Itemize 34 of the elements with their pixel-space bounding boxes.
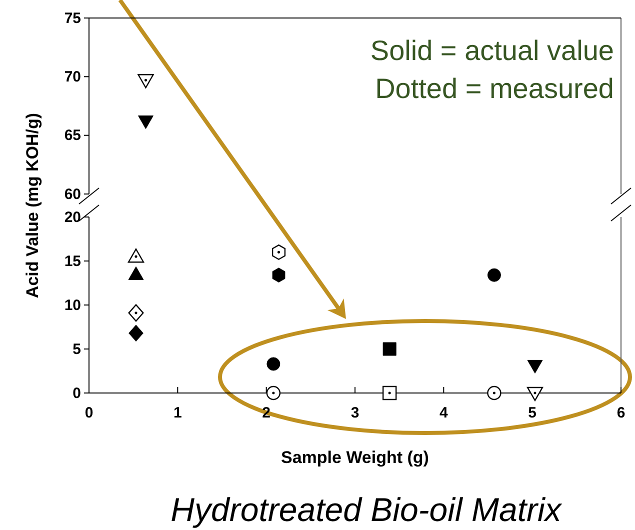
point <box>527 360 543 374</box>
x-tick-label: 0 <box>84 404 94 422</box>
y-tick-label: 70 <box>64 68 81 86</box>
point <box>128 304 144 322</box>
point <box>487 268 501 282</box>
point <box>128 266 144 280</box>
y-axis-title: Acid Value (mg KOH/g) <box>23 112 42 298</box>
x-tick-label: 5 <box>528 404 537 422</box>
y-tick-label: 5 <box>72 340 81 358</box>
point <box>266 386 281 400</box>
point <box>266 357 280 371</box>
text: Hydrotreated Bio-oil Matrix <box>170 491 563 528</box>
annotation: Dotted = measured <box>375 73 614 104</box>
point <box>272 244 286 260</box>
y-tick-label: 75 <box>64 10 81 27</box>
y-tick-label: 65 <box>64 127 81 144</box>
point <box>128 324 144 342</box>
x-tick-label: 1 <box>173 404 182 422</box>
x-axis-title: Sample Weight (g) <box>281 448 429 467</box>
point <box>128 248 144 263</box>
annotation: Solid = actual value <box>370 35 614 66</box>
point <box>382 386 397 400</box>
x-tick-label: 6 <box>616 404 626 422</box>
point <box>487 386 502 400</box>
y-tick-label: 20 <box>64 208 81 226</box>
point <box>382 342 396 356</box>
point <box>272 268 286 282</box>
y-tick-label: 10 <box>64 296 81 314</box>
y-tick-label: 0 <box>72 384 81 402</box>
point <box>526 386 544 402</box>
x-tick-label: 4 <box>439 404 448 422</box>
y-tick-label: 60 <box>64 186 81 203</box>
x-tick-label: 3 <box>350 404 360 422</box>
y-tick-label: 15 <box>64 252 81 270</box>
